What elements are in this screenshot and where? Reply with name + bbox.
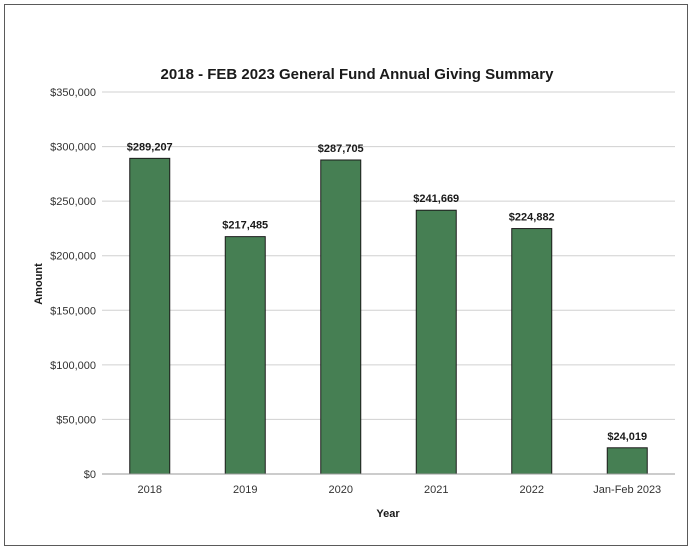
x-axis-ticks: 2018 2019 2020 2021 2022 Jan-Feb 2023 — [138, 484, 662, 496]
data-labels: $289,207 $217,485 $287,705 $241,669 $224,882… — [127, 141, 647, 442]
y-axis-label: Amount — [33, 263, 45, 305]
x-tick-label: 2022 — [520, 484, 544, 496]
y-tick-label: $300,000 — [50, 142, 96, 154]
chart-title: 2018 - FEB 2023 General Fund Annual Givi… — [161, 66, 555, 83]
data-label: $287,705 — [318, 143, 364, 155]
bar — [224, 236, 266, 475]
y-tick-label: $100,000 — [50, 360, 96, 372]
x-axis-label: Year — [376, 508, 400, 520]
bar — [320, 159, 362, 475]
data-label: $241,669 — [413, 193, 459, 205]
x-tick-label: 2020 — [329, 484, 353, 496]
chart-frame: 2018 - FEB 2023 General Fund Annual Givi… — [4, 4, 688, 546]
data-label: $224,882 — [509, 212, 555, 224]
bar-chart: 2018 - FEB 2023 General Fund Annual Givi… — [33, 66, 675, 520]
bar — [511, 228, 553, 475]
bar — [129, 157, 171, 475]
y-tick-label: $200,000 — [50, 251, 96, 263]
x-tick-label: 2021 — [424, 484, 448, 496]
gridlines — [102, 91, 675, 420]
data-label: $217,485 — [222, 220, 268, 232]
bars — [129, 157, 648, 475]
y-axis-ticks: $0 $50,000 $100,000 $150,000 $200,000 $250,00… — [50, 87, 96, 481]
data-label: $24,019 — [607, 431, 647, 443]
x-tick-label: 2019 — [233, 484, 257, 496]
x-tick-label: Jan-Feb 2023 — [593, 484, 661, 496]
y-tick-label: $250,000 — [50, 196, 96, 208]
x-tick-label: 2018 — [138, 484, 162, 496]
y-tick-label: $0 — [84, 469, 96, 481]
y-tick-label: $350,000 — [50, 87, 96, 99]
data-label: $289,207 — [127, 141, 173, 153]
y-tick-label: $50,000 — [56, 414, 96, 426]
y-tick-label: $150,000 — [50, 305, 96, 317]
bar — [606, 447, 648, 475]
bar — [415, 209, 457, 475]
